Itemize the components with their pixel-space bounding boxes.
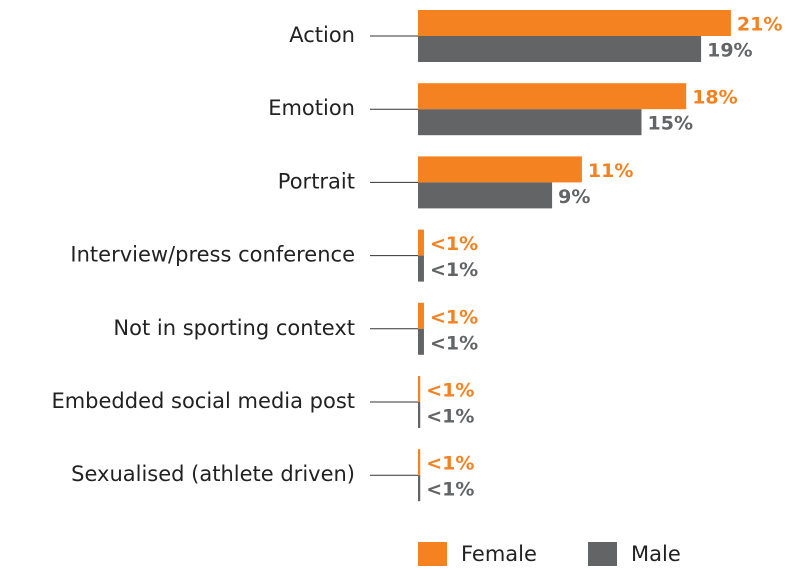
category-label: Emotion: [268, 96, 355, 120]
bar: [418, 83, 687, 110]
value-label: <1%: [430, 306, 478, 328]
legend-swatch: [418, 542, 447, 566]
bar: [418, 182, 553, 209]
bar: [418, 449, 421, 476]
bar: [418, 328, 424, 355]
bar: [418, 156, 582, 183]
category-label: Sexualised (athlete driven): [71, 462, 355, 486]
bar: [418, 10, 731, 36]
value-label: 9%: [558, 186, 590, 208]
category-label: Action: [289, 23, 355, 47]
category-label: Interview/press conference: [70, 243, 355, 267]
value-label: <1%: [426, 380, 474, 402]
category-label: Not in sporting context: [113, 316, 355, 340]
bar: [418, 229, 424, 256]
value-label: <1%: [430, 332, 478, 354]
bar: [418, 475, 421, 502]
value-label: <1%: [426, 479, 474, 501]
bar: [418, 302, 424, 329]
legend-label: Male: [631, 542, 681, 566]
value-label: 19%: [707, 40, 752, 62]
value-label: <1%: [426, 406, 474, 428]
bar: [418, 36, 702, 62]
value-label: 18%: [692, 87, 737, 109]
value-label: <1%: [430, 259, 478, 281]
value-label: <1%: [426, 453, 474, 475]
value-label: 11%: [588, 160, 633, 182]
value-label: 21%: [737, 14, 782, 36]
legend-label: Female: [461, 542, 537, 566]
value-label: <1%: [430, 233, 478, 255]
legend-swatch: [588, 542, 617, 566]
bar: [418, 376, 421, 402]
value-label: 15%: [648, 113, 693, 135]
category-label: Portrait: [278, 169, 355, 193]
bar: [418, 109, 642, 136]
category-label: Embedded social media post: [51, 389, 355, 413]
bar: [418, 255, 424, 282]
bar: [418, 402, 421, 428]
